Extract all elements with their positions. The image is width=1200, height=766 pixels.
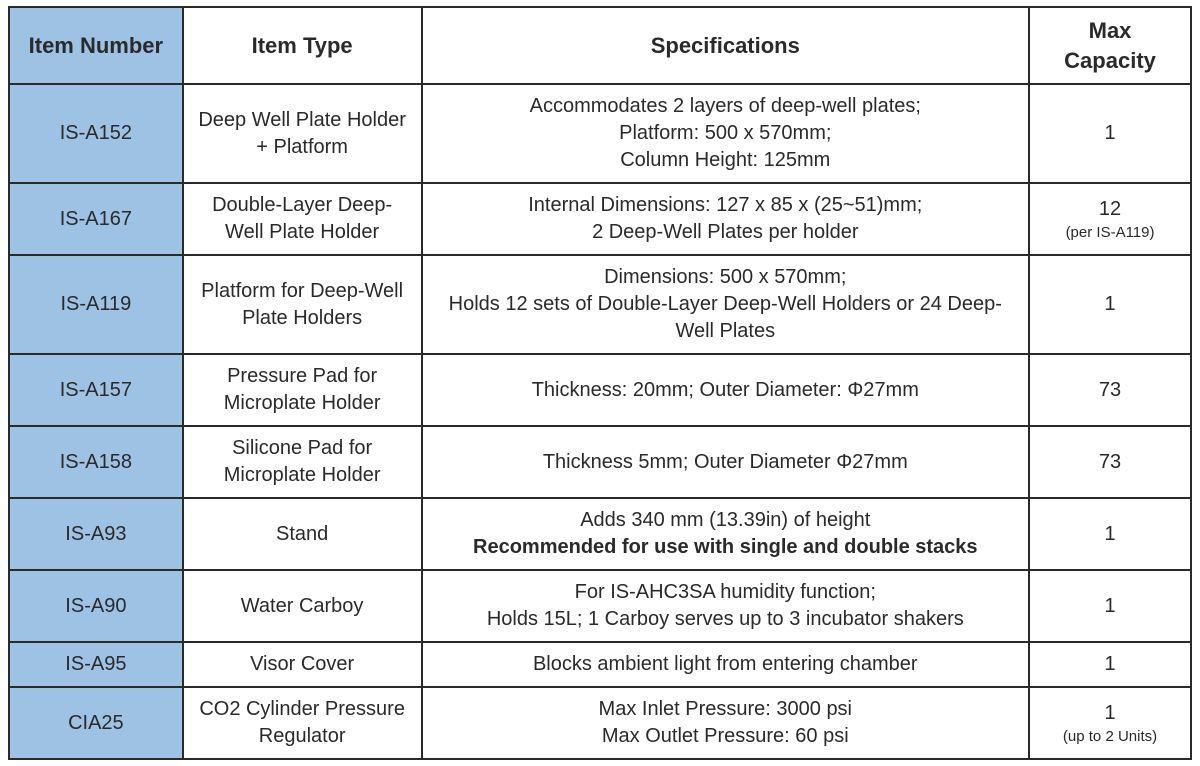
table-row: IS-A90Water CarboyFor IS-AHC3SA humidity… <box>9 570 1191 642</box>
capacity-subtext: (per IS-A119) <box>1040 223 1180 243</box>
cell-item-type: Deep Well Plate Holder + Platform <box>183 84 422 183</box>
cell-item-type: Platform for Deep-Well Plate Holders <box>183 255 422 354</box>
cell-max-capacity: 1 <box>1029 570 1191 642</box>
table-row: CIA25CO2 Cylinder Pressure RegulatorMax … <box>9 687 1191 759</box>
cell-max-capacity: 1 (up to 2 Units) <box>1029 687 1191 759</box>
spec-line: Dimensions: 500 x 570mm; <box>604 266 846 288</box>
capacity-value: 1 <box>1104 523 1115 545</box>
cell-item-type: Water Carboy <box>183 570 422 642</box>
cell-item-type: Double-Layer Deep-Well Plate Holder <box>183 183 422 255</box>
capacity-value: 73 <box>1099 451 1121 473</box>
capacity-value: 73 <box>1099 379 1121 401</box>
cell-max-capacity: 73 <box>1029 354 1191 426</box>
cell-item-number: IS-A157 <box>9 354 183 426</box>
spec-line: Max Inlet Pressure: 3000 psi <box>599 698 852 720</box>
spec-line: Accommodates 2 layers of deep-well plate… <box>530 95 921 117</box>
header-item-type: Item Type <box>183 7 422 84</box>
cell-max-capacity: 12 (per IS-A119) <box>1029 183 1191 255</box>
cell-specifications: Adds 340 mm (13.39in) of height Recommend… <box>422 498 1030 570</box>
spec-line: Recommended for use with single and doub… <box>473 536 978 558</box>
header-item-number: Item Number <box>9 7 183 84</box>
spec-line: Thickness 5mm; Outer Diameter Φ27mm <box>543 451 908 473</box>
cell-item-type: CO2 Cylinder Pressure Regulator <box>183 687 422 759</box>
spec-line: Column Height: 125mm <box>620 149 830 171</box>
spec-line: 2 Deep-Well Plates per holder <box>592 221 858 243</box>
cell-specifications: Thickness: 20mm; Outer Diameter: Φ27mm <box>422 354 1030 426</box>
cell-item-type: Stand <box>183 498 422 570</box>
header-row: Item Number Item Type Specifications Max… <box>9 7 1191 84</box>
cell-item-type: Visor Cover <box>183 642 422 687</box>
cell-specifications: Max Inlet Pressure: 3000 psi Max Outlet P… <box>422 687 1030 759</box>
header-specs: Specifications <box>422 7 1030 84</box>
spec-line: Holds 12 sets of Double-Layer Deep-Well … <box>449 293 1002 342</box>
capacity-value: 1 <box>1104 293 1115 315</box>
cell-item-number: IS-A119 <box>9 255 183 354</box>
cell-item-type: Pressure Pad for Microplate Holder <box>183 354 422 426</box>
cell-max-capacity: 1 <box>1029 84 1191 183</box>
capacity-value: 1 <box>1104 122 1115 144</box>
cell-item-number: IS-A90 <box>9 570 183 642</box>
table-row: IS-A95Visor Cover Blocks ambient light fr… <box>9 642 1191 687</box>
page-wrap: Item Number Item Type Specifications Max… <box>0 0 1200 766</box>
cell-specifications: Accommodates 2 layers of deep-well plate… <box>422 84 1030 183</box>
table-head: Item Number Item Type Specifications Max… <box>9 7 1191 84</box>
table-row: IS-A167Double-Layer Deep-Well Plate Hold… <box>9 183 1191 255</box>
cell-max-capacity: 73 <box>1029 426 1191 498</box>
cell-specifications: Thickness 5mm; Outer Diameter Φ27mm <box>422 426 1030 498</box>
cell-item-number: CIA25 <box>9 687 183 759</box>
cell-max-capacity: 1 <box>1029 642 1191 687</box>
cell-max-capacity: 1 <box>1029 498 1191 570</box>
table-row: IS-A93StandAdds 340 mm (13.39in) of heig… <box>9 498 1191 570</box>
spec-line: Blocks ambient light from entering chamb… <box>533 653 918 675</box>
cell-item-number: IS-A95 <box>9 642 183 687</box>
cell-item-number: IS-A158 <box>9 426 183 498</box>
cell-max-capacity: 1 <box>1029 255 1191 354</box>
capacity-value: 1 <box>1104 653 1115 675</box>
table-row: IS-A152Deep Well Plate Holder + Platform… <box>9 84 1191 183</box>
cell-item-type: Silicone Pad for Microplate Holder <box>183 426 422 498</box>
capacity-value: 12 <box>1099 198 1121 220</box>
spec-line: Platform: 500 x 570mm; <box>619 122 831 144</box>
header-capacity: Max Capacity <box>1029 7 1191 84</box>
cell-item-number: IS-A167 <box>9 183 183 255</box>
cell-item-number: IS-A152 <box>9 84 183 183</box>
spec-line: Max Outlet Pressure: 60 psi <box>602 725 849 747</box>
cell-specifications: For IS-AHC3SA humidity function; Holds 15… <box>422 570 1030 642</box>
spec-line: Holds 15L; 1 Carboy serves up to 3 incub… <box>487 608 964 630</box>
capacity-value: 1 <box>1104 595 1115 617</box>
capacity-value: 1 <box>1104 702 1115 724</box>
table-row: IS-A119Platform for Deep-Well Plate Hold… <box>9 255 1191 354</box>
table-body: IS-A152Deep Well Plate Holder + Platform… <box>9 84 1191 759</box>
spec-line: Internal Dimensions: 127 x 85 x (25~51)m… <box>528 194 922 216</box>
spec-line: Adds 340 mm (13.39in) of height <box>580 509 870 531</box>
cell-specifications: Blocks ambient light from entering chamb… <box>422 642 1030 687</box>
capacity-subtext: (up to 2 Units) <box>1040 727 1180 747</box>
cell-item-number: IS-A93 <box>9 498 183 570</box>
spec-line: For IS-AHC3SA humidity function; <box>575 581 876 603</box>
spec-line: Thickness: 20mm; Outer Diameter: Φ27mm <box>532 379 919 401</box>
table-row: IS-A157Pressure Pad for Microplate Holde… <box>9 354 1191 426</box>
cell-specifications: Internal Dimensions: 127 x 85 x (25~51)m… <box>422 183 1030 255</box>
table-row: IS-A158Silicone Pad for Microplate Holde… <box>9 426 1191 498</box>
cell-specifications: Dimensions: 500 x 570mm; Holds 12 sets of… <box>422 255 1030 354</box>
spec-table: Item Number Item Type Specifications Max… <box>8 6 1192 760</box>
